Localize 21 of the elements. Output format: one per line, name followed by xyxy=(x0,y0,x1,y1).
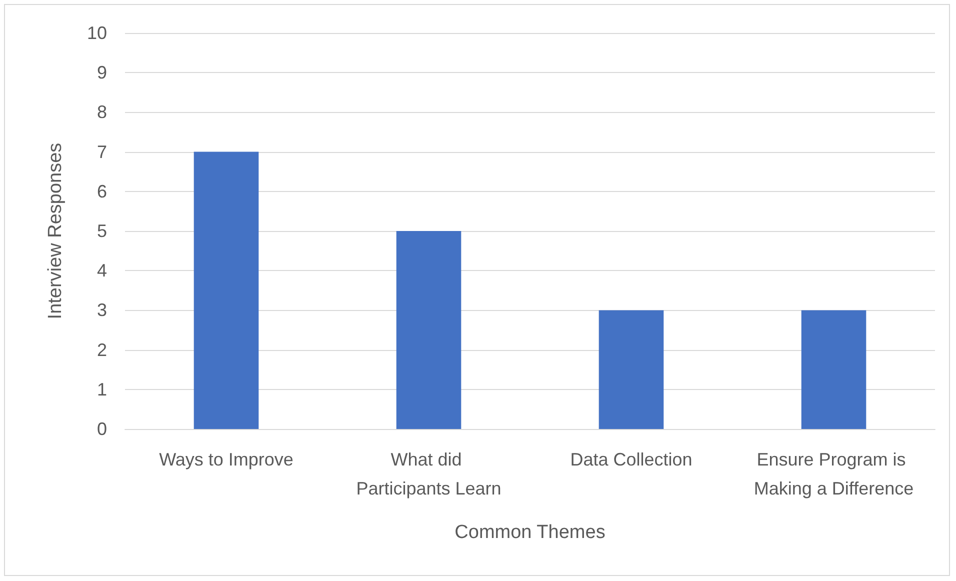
bar xyxy=(598,310,664,429)
x-axis-title: Common Themes xyxy=(454,522,606,543)
y-tick-label: 3 xyxy=(96,300,107,320)
y-tick-label: 5 xyxy=(96,221,107,241)
y-axis-title: Interview Responses xyxy=(45,142,66,320)
x-tick-label: What did Participants Learn xyxy=(356,450,502,498)
bar xyxy=(396,231,462,429)
x-tick-label: Ways to Improve xyxy=(159,450,294,470)
y-tick-label: 8 xyxy=(96,102,107,122)
x-tick-label: Ensure Program is Making a Difference xyxy=(754,450,914,498)
y-tick-label: 1 xyxy=(96,379,107,400)
y-tick-label: 10 xyxy=(86,23,107,43)
bar xyxy=(194,152,259,429)
x-tick-label: Data Collection xyxy=(570,450,692,470)
y-tick-label: 7 xyxy=(96,142,107,162)
bar xyxy=(801,310,866,429)
y-tick-label: 6 xyxy=(96,181,107,202)
y-tick-label: 4 xyxy=(96,260,107,281)
y-tick-label: 9 xyxy=(96,62,107,83)
y-tick-label: 0 xyxy=(96,419,107,439)
y-tick-label: 2 xyxy=(96,340,107,360)
